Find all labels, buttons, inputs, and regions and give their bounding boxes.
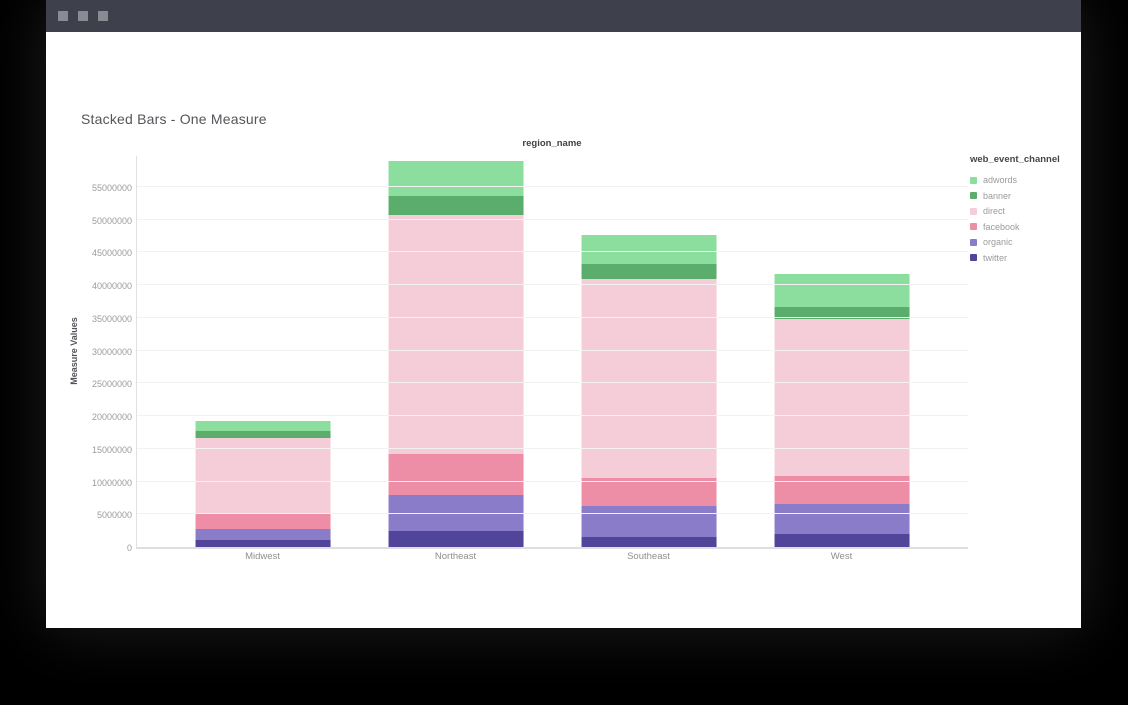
gridline bbox=[137, 316, 968, 318]
legend-label: adwords bbox=[983, 175, 1018, 185]
chart-title: Stacked Bars - One Measure bbox=[81, 111, 267, 127]
bar-segment-adwords[interactable] bbox=[388, 160, 524, 196]
bar-segment-banner[interactable] bbox=[774, 306, 910, 319]
bar-column bbox=[745, 156, 938, 547]
bar-segment-direct[interactable] bbox=[195, 437, 331, 515]
gridline bbox=[137, 480, 968, 482]
legend-label: direct bbox=[983, 206, 1006, 216]
plot-area bbox=[136, 156, 968, 549]
bar-column bbox=[553, 156, 746, 547]
y-axis-tick-label: 15000000 bbox=[91, 444, 132, 455]
y-axis-tick-label: 35000000 bbox=[91, 313, 132, 324]
bar-segment-banner[interactable] bbox=[195, 431, 331, 438]
y-axis-tick-label: 55000000 bbox=[91, 183, 132, 193]
y-axis-tick-label: 45000000 bbox=[91, 248, 132, 259]
legend-item-adwords[interactable]: adwords bbox=[970, 175, 1060, 185]
gridline bbox=[137, 513, 968, 515]
bar-segment-direct[interactable] bbox=[388, 215, 524, 455]
bar-column bbox=[167, 156, 360, 547]
legend-swatch-icon bbox=[970, 223, 977, 230]
bar-segment-facebook[interactable] bbox=[581, 477, 717, 506]
legend-label: twitter bbox=[983, 252, 1008, 263]
gridline bbox=[137, 415, 968, 417]
legend-swatch-icon bbox=[970, 254, 977, 261]
y-axis-tick-label: 50000000 bbox=[91, 215, 132, 226]
bar-segment-facebook[interactable] bbox=[388, 454, 524, 495]
bar-column bbox=[360, 156, 553, 547]
bar-segment-direct[interactable] bbox=[581, 278, 717, 478]
bar-segment-banner[interactable] bbox=[388, 195, 524, 216]
app-window: Stacked Bars - One Measure region_name M… bbox=[46, 0, 1081, 628]
stacked-bar-midwest bbox=[195, 420, 331, 547]
legend-title: web_event_channel bbox=[970, 154, 1060, 165]
bar-segment-twitter[interactable] bbox=[388, 530, 524, 547]
legend-swatch-icon bbox=[970, 192, 977, 199]
gridline bbox=[137, 218, 968, 220]
bar-segment-twitter[interactable] bbox=[774, 533, 910, 547]
bar-segment-organic[interactable] bbox=[195, 528, 331, 541]
y-axis-tick-label: 25000000 bbox=[91, 379, 132, 390]
y-axis-tick-label: 0 bbox=[126, 543, 132, 553]
bar-segment-organic[interactable] bbox=[581, 505, 717, 538]
bar-segment-twitter[interactable] bbox=[195, 540, 331, 547]
y-axis-tick-labels: 0 5000000 10000000 15000000 20000000 25000000… bbox=[76, 156, 132, 553]
stacked-bar-southeast bbox=[581, 235, 717, 547]
legend-item-organic[interactable]: organic bbox=[970, 237, 1060, 247]
y-axis-tick-label: 20000000 bbox=[91, 412, 132, 423]
legend-items: adwords banner direct facebook organic twitte… bbox=[970, 175, 1060, 263]
bar-segment-adwords[interactable] bbox=[195, 420, 331, 432]
window-control-button[interactable] bbox=[58, 11, 68, 21]
legend-label: banner bbox=[983, 190, 1012, 201]
bar-segment-organic[interactable] bbox=[388, 494, 524, 531]
bar-segment-adwords[interactable] bbox=[581, 235, 717, 264]
x-axis-tick-label: Northeast bbox=[434, 551, 477, 562]
legend: web_event_channel adwords banner direct fac… bbox=[970, 154, 1060, 268]
bar-segment-banner[interactable] bbox=[581, 263, 717, 279]
window-titlebar bbox=[46, 0, 1081, 32]
legend-swatch-icon bbox=[970, 207, 977, 215]
gridline bbox=[137, 186, 968, 187]
legend-label: facebook bbox=[983, 221, 1020, 232]
bar-columns bbox=[137, 156, 968, 547]
bar-segment-direct[interactable] bbox=[774, 318, 910, 477]
gridline bbox=[137, 251, 968, 253]
legend-item-banner[interactable]: banner bbox=[970, 191, 1060, 201]
y-axis-tick-label: 30000000 bbox=[91, 346, 132, 357]
y-axis-tick-label: 10000000 bbox=[91, 477, 132, 488]
gridline bbox=[137, 382, 968, 384]
gridline bbox=[137, 349, 968, 351]
x-axis-tick-label: Southeast bbox=[627, 551, 670, 562]
bar-segment-facebook[interactable] bbox=[195, 514, 331, 529]
legend-item-twitter[interactable]: twitter bbox=[970, 253, 1060, 263]
stacked-bar-northeast bbox=[388, 160, 524, 547]
x-axis-title: region_name bbox=[522, 138, 582, 149]
bar-segment-organic[interactable] bbox=[774, 503, 910, 534]
bar-segment-adwords[interactable] bbox=[774, 274, 910, 307]
gridline bbox=[137, 284, 968, 286]
y-axis-tick-label: 40000000 bbox=[91, 281, 132, 292]
x-axis-tick-label: Midwest bbox=[245, 551, 280, 562]
y-axis-tick-label: 5000000 bbox=[96, 510, 132, 521]
window-control-button[interactable] bbox=[98, 11, 108, 21]
legend-item-direct[interactable]: direct bbox=[970, 206, 1060, 216]
x-axis-tick-label: West bbox=[830, 551, 853, 562]
stacked-bar-west bbox=[774, 274, 910, 547]
legend-swatch-icon bbox=[970, 238, 977, 246]
bar-segment-twitter[interactable] bbox=[581, 537, 717, 547]
legend-item-facebook[interactable]: facebook bbox=[970, 222, 1060, 232]
gridline bbox=[137, 447, 968, 449]
legend-swatch-icon bbox=[970, 176, 977, 184]
x-axis-tick-labels: Midwest Northeast Southeast West bbox=[136, 551, 968, 562]
window-control-button[interactable] bbox=[78, 11, 88, 21]
legend-label: organic bbox=[983, 237, 1013, 247]
